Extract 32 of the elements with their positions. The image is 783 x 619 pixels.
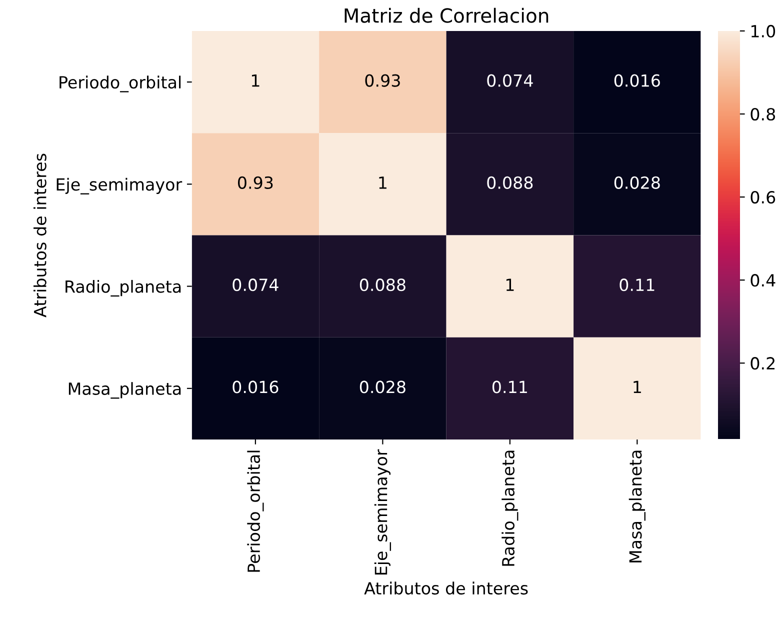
data-label: 1 bbox=[506, 278, 514, 291]
data-label: 0.016 bbox=[232, 380, 278, 394]
color-bar-label: 0.2 bbox=[750, 357, 774, 370]
data-label: 0.016 bbox=[614, 74, 660, 87]
data-label: 1 bbox=[634, 380, 641, 394]
data-label: 1 bbox=[252, 74, 260, 87]
data-label: 0.028 bbox=[360, 380, 406, 394]
chart-title: Matriz de Correlacion bbox=[344, 8, 548, 23]
data-label: 0.93 bbox=[365, 74, 400, 87]
data-label: 0.074 bbox=[232, 278, 278, 292]
data-label: 0.088 bbox=[360, 278, 406, 292]
data-label: 0.088 bbox=[487, 176, 533, 189]
data-label: 0.11 bbox=[620, 278, 654, 292]
color-bar-label: 0.6 bbox=[750, 190, 776, 204]
data-label: 0.93 bbox=[238, 176, 273, 189]
y-tick-label: Periodo_orbital bbox=[60, 76, 181, 92]
data-label: 0.028 bbox=[614, 176, 660, 189]
color-bar-label: 0.8 bbox=[750, 108, 776, 121]
color-bar-label: 0.4 bbox=[750, 274, 776, 287]
data-label: 1 bbox=[379, 176, 386, 189]
y-tick-label: Eje_semimayor bbox=[56, 178, 182, 194]
color-bar-label: 1.0 bbox=[751, 24, 776, 38]
y-tick-label: Masa_planeta bbox=[68, 382, 181, 399]
y-axis-title: Atributos de interes bbox=[34, 154, 46, 318]
data-label: 0.074 bbox=[487, 74, 533, 87]
data-label: 0.11 bbox=[492, 380, 527, 394]
x-tick-label: Periodo_orbital bbox=[247, 450, 264, 572]
x-tick-label: Radio_planeta bbox=[502, 450, 518, 566]
x-tick-label: Masa_planeta bbox=[628, 450, 646, 562]
x-axis-title: Atributos de interes bbox=[364, 582, 528, 595]
x-tick-label: Eje_semimayor bbox=[374, 449, 391, 574]
y-tick-label: Radio_planeta bbox=[66, 280, 181, 297]
